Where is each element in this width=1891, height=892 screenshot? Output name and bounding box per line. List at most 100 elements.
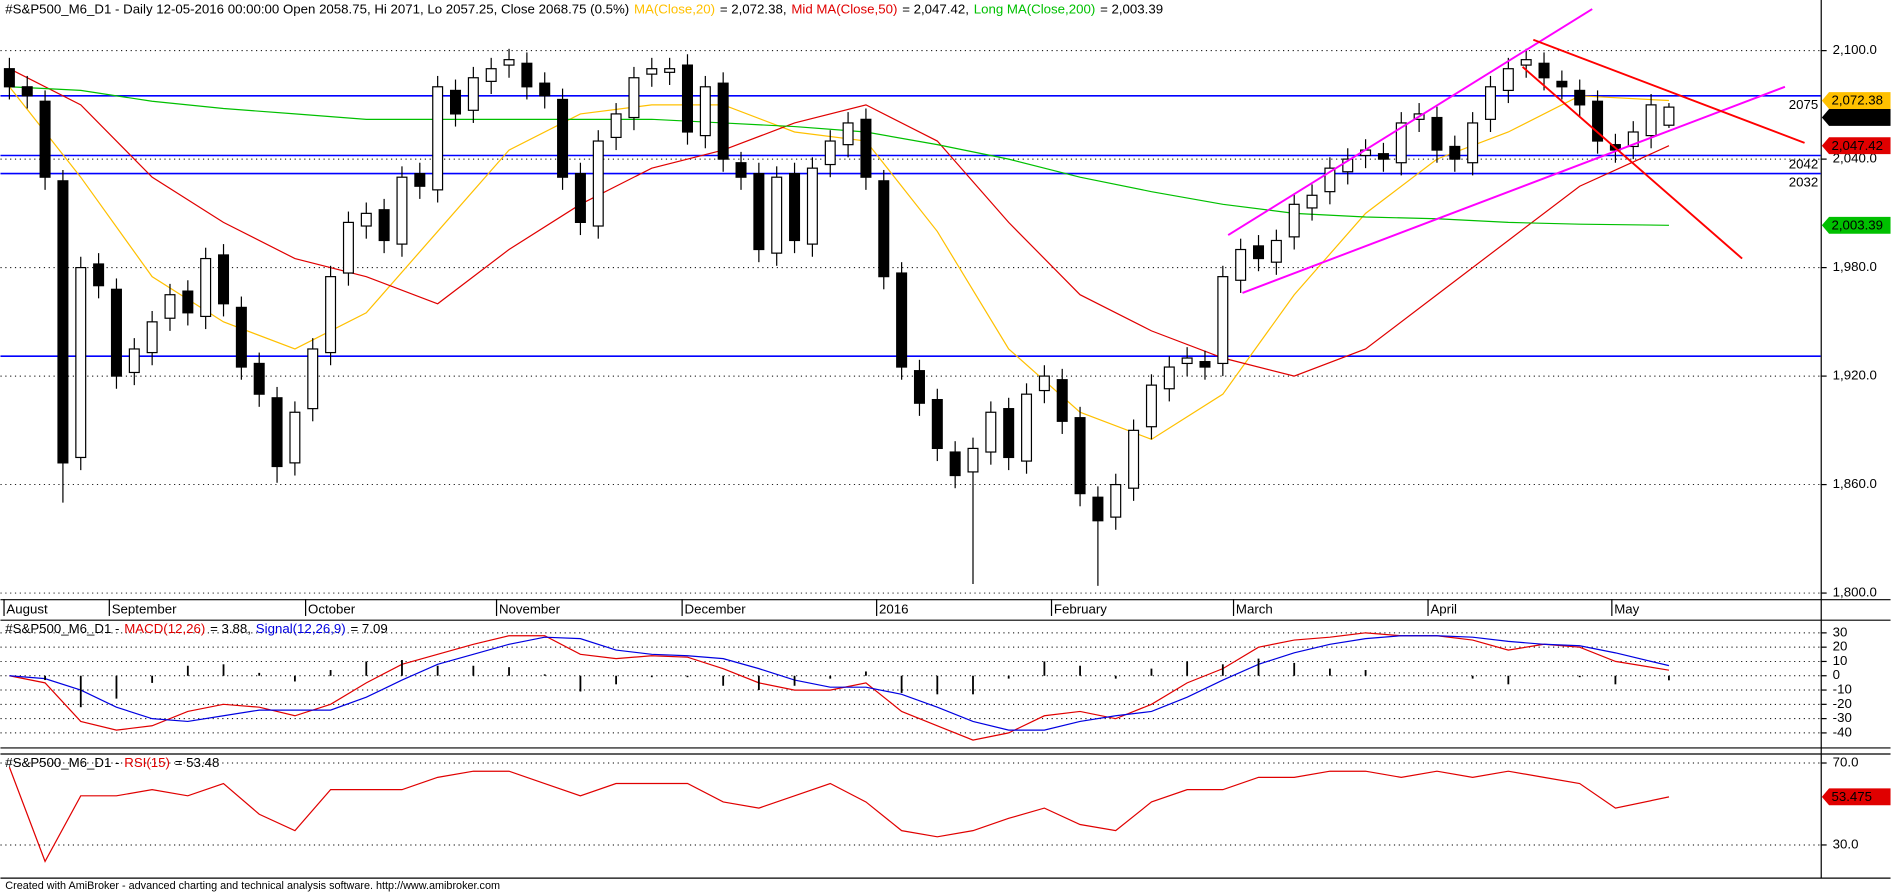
candle-body — [949, 451, 961, 477]
candle-body — [681, 64, 693, 133]
legend-name: RSI(15) — [124, 755, 170, 770]
candle-body — [3, 68, 15, 88]
candle-body — [842, 122, 854, 146]
candle-body — [539, 82, 551, 97]
candle-body — [574, 172, 586, 224]
candle-body — [1110, 483, 1122, 518]
candle-body — [1128, 429, 1140, 489]
candle-body — [1645, 104, 1657, 137]
candle-body — [325, 276, 337, 354]
y-tick-label: 0 — [1833, 667, 1840, 682]
price-tag-label: 53.475 — [1831, 789, 1872, 804]
trend-line — [1227, 8, 1593, 236]
candle-body — [449, 89, 462, 115]
candle-body — [521, 62, 533, 88]
legend-name: Long MA(Close,200) — [974, 1, 1096, 16]
footer: Created with AmiBroker - advanced charti… — [5, 880, 500, 892]
candle-body — [432, 86, 444, 191]
candle-body — [1592, 100, 1604, 142]
candle-body — [75, 266, 87, 459]
x-tick-label: May — [1614, 601, 1639, 616]
candle-body — [1092, 496, 1104, 522]
y-tick-label: 20 — [1833, 639, 1848, 654]
panel-header: #S&P500_M6_D1 - MACD(12,26) = 3.88, Signal(… — [5, 621, 387, 636]
price-tag — [1821, 788, 1891, 806]
candle-body — [342, 221, 354, 274]
y-tick-label: 2,100.0 — [1833, 42, 1877, 57]
y-tick-label: 1,860.0 — [1833, 476, 1877, 491]
y-tick-label: -30 — [1833, 710, 1852, 725]
candle-body — [1574, 89, 1586, 106]
candle-body — [1181, 357, 1193, 365]
candle-body — [1038, 375, 1050, 392]
x-tick-label: December — [685, 601, 747, 616]
legend-value: = 2,003.39 — [1100, 1, 1163, 16]
candle-body — [610, 113, 622, 139]
x-tick-label: April — [1430, 601, 1457, 616]
trend-line — [1242, 85, 1786, 294]
panel-header: #S&P500_M6_D1 - Daily 12-05-2016 00:00:0… — [5, 1, 1163, 16]
price-tag — [1821, 137, 1891, 155]
candle-body — [1538, 62, 1550, 79]
legend-value: = 2,047.42, — [902, 1, 969, 16]
candle-body — [128, 348, 140, 374]
y-tick-label: 1,980.0 — [1833, 259, 1877, 274]
y-tick-label: -10 — [1833, 682, 1852, 697]
panel-title: #S&P500_M6_D1 - — [5, 755, 119, 770]
candle-body — [182, 290, 194, 314]
candle-body — [1145, 384, 1157, 428]
candle-body — [824, 140, 836, 166]
candle-body — [1502, 68, 1514, 92]
candle-body — [1395, 122, 1407, 164]
candle-body — [1056, 379, 1068, 422]
candle-body — [860, 118, 872, 178]
candle-body — [753, 172, 765, 251]
candle-body — [1235, 248, 1247, 281]
legend-value: = 2,072.38, — [720, 1, 787, 16]
x-tick-label: March — [1236, 601, 1273, 616]
y-tick-label: 30.0 — [1833, 836, 1859, 851]
candle-body — [592, 140, 604, 227]
candle-body — [57, 180, 69, 464]
candle-body — [360, 212, 372, 227]
candle-body — [1253, 245, 1265, 260]
candle-body — [1342, 158, 1354, 173]
candle-body — [218, 254, 230, 305]
candle-body — [628, 77, 640, 119]
candle-body — [200, 257, 212, 318]
candle-body — [396, 176, 408, 245]
candle-body — [1074, 417, 1086, 495]
candle-body — [21, 86, 33, 97]
candle-body — [378, 209, 390, 242]
panel-header: #S&P500_M6_D1 - RSI(15) = 53.48 — [5, 755, 219, 770]
candle-body — [414, 172, 426, 187]
x-tick-label: October — [308, 601, 356, 616]
x-tick-label: November — [499, 601, 561, 616]
candle-body — [235, 306, 247, 368]
candle-body — [110, 288, 122, 377]
candle-body — [896, 272, 908, 368]
panel-title: #S&P500_M6_D1 - — [5, 621, 119, 636]
candle-body — [771, 176, 783, 254]
candle-body — [1520, 59, 1532, 66]
candle-body — [503, 59, 515, 66]
candle-body — [1324, 167, 1336, 193]
candle-body — [1270, 239, 1282, 263]
candle-body — [1431, 116, 1443, 151]
indicator-line — [9, 68, 1670, 377]
y-tick-label: 1,920.0 — [1833, 368, 1877, 383]
candle-body — [967, 447, 979, 473]
horizontal-line-label: 2075 — [1789, 97, 1818, 112]
x-tick-label: 2016 — [879, 601, 908, 616]
candle-body — [913, 370, 925, 404]
candle-body — [1217, 276, 1229, 365]
candle-body — [1556, 80, 1568, 88]
candle-body — [735, 162, 747, 178]
candle-body — [253, 362, 265, 395]
candle-body — [485, 68, 497, 82]
price-tag-label: 2,003.39 — [1831, 217, 1883, 232]
candle-body — [1627, 131, 1639, 148]
